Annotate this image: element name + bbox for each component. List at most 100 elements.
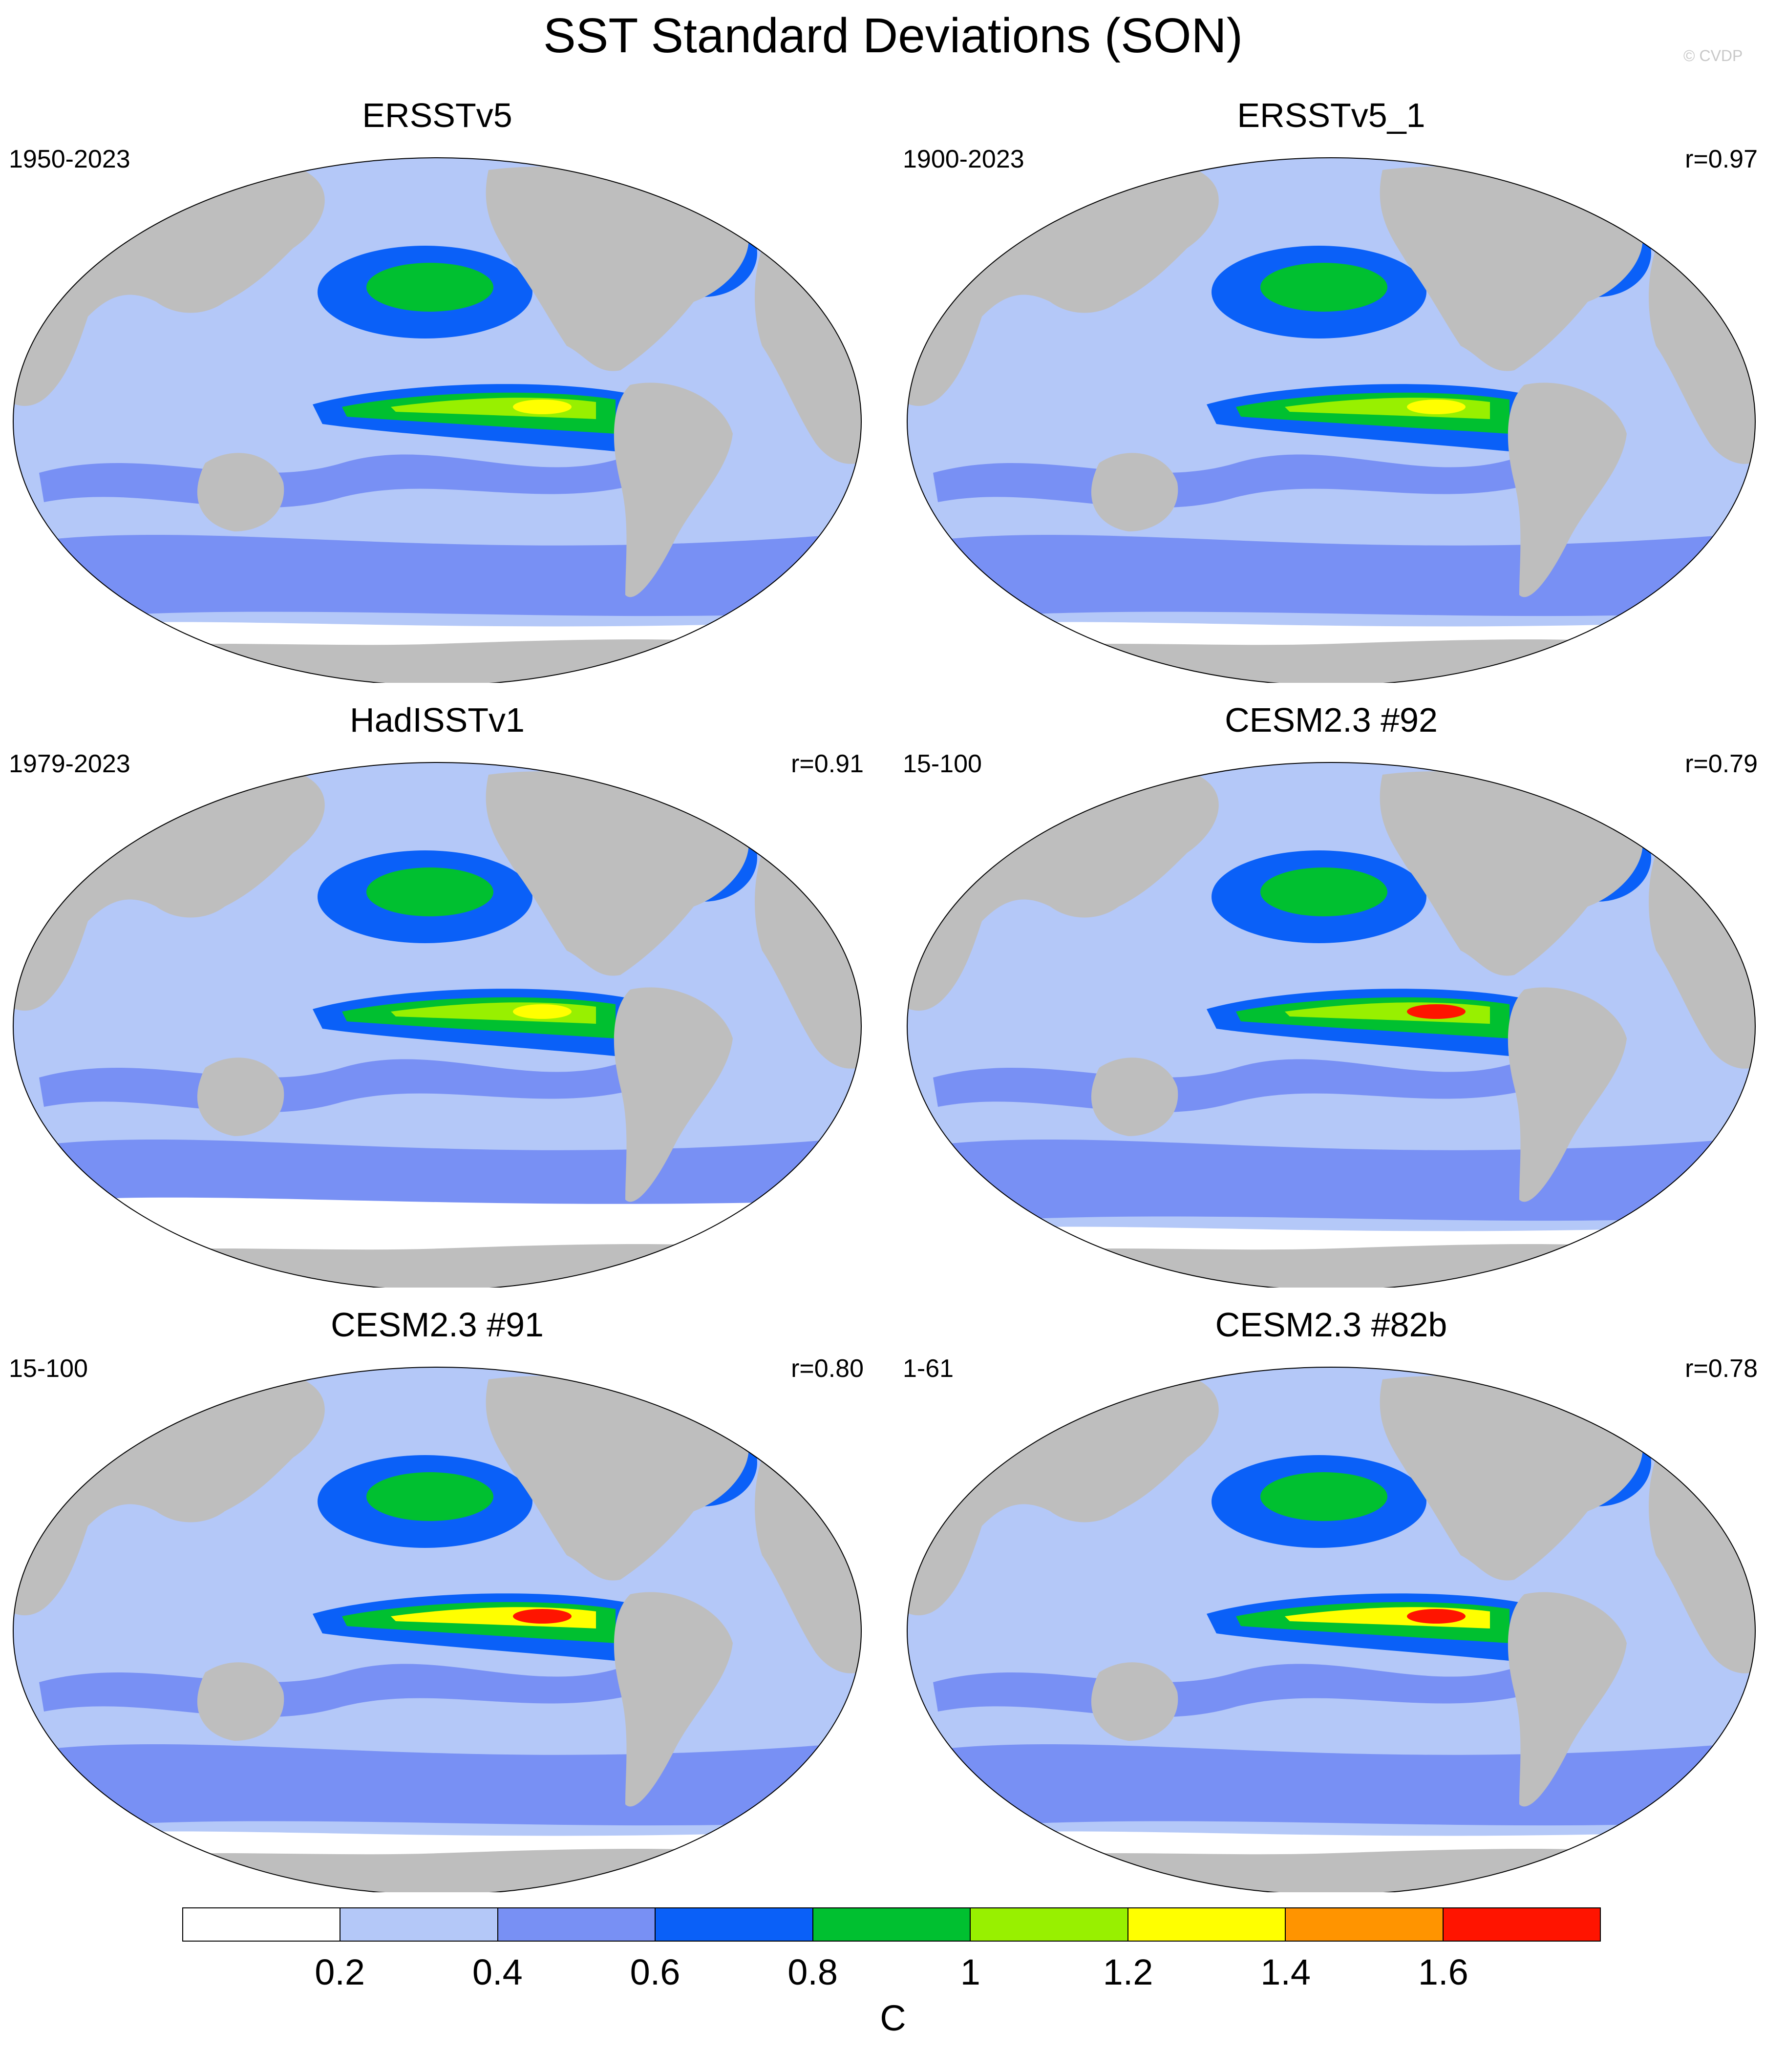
australia-land: [1091, 1662, 1178, 1741]
indian-ocean-band: [933, 453, 1539, 508]
south-america-land: [1508, 382, 1627, 597]
world-map: [907, 157, 1756, 683]
colorbar-swatch: [1286, 1908, 1444, 1941]
north-pacific-core: [1260, 1472, 1387, 1521]
enso-tongue-peak: [1407, 1609, 1466, 1624]
panel-correlation: r=0.91: [791, 750, 864, 778]
map-outline: [907, 1367, 1756, 1892]
map-panel-3: HadISSTv1 1979-2023 r=0.91: [0, 605, 874, 1288]
colorbar-swatch: [1128, 1908, 1286, 1941]
indian-ocean-band: [39, 1058, 645, 1113]
enso-tongue-peak: [513, 400, 572, 414]
panel-title: CESM2.3 #92: [1225, 701, 1438, 739]
north-pacific-core: [1260, 263, 1387, 312]
colorbar-tick-label: 0.2: [315, 1952, 365, 1992]
greenland-land: [722, 1369, 803, 1426]
north-america-land: [1380, 167, 1643, 371]
colorbar: [182, 1907, 1601, 1942]
australia-land: [197, 1662, 284, 1741]
south-america-land: [1508, 987, 1627, 1202]
indian-ocean-band: [933, 1663, 1539, 1717]
panel-title: HadISSTv1: [350, 701, 525, 739]
colorbar-tick-label: 0.4: [472, 1952, 523, 1992]
colorbar-swatch: [340, 1908, 498, 1941]
southern-ocean-band: [13, 1741, 861, 1834]
north-pacific-core: [366, 1472, 493, 1521]
north-pacific-core: [366, 867, 493, 916]
map-outline: [907, 157, 1756, 683]
panel-period: 1900-2023: [903, 145, 1024, 173]
world-map: [13, 762, 862, 1288]
panel-title: CESM2.3 #82b: [1215, 1306, 1447, 1344]
panel-period: 1979-2023: [9, 750, 130, 778]
australia-land: [1091, 453, 1178, 531]
world-map: [13, 157, 862, 683]
north-america-land: [1380, 771, 1643, 976]
south-america-land: [614, 987, 733, 1202]
map-panel-1: ERSSTv5 1950-2023: [0, 0, 874, 683]
panel-correlation: r=0.97: [1685, 145, 1758, 173]
map-outline: [13, 1367, 862, 1892]
australia-land: [197, 1057, 284, 1136]
southern-ocean-band: [907, 1741, 1755, 1834]
north-america-land: [486, 167, 749, 371]
antarctica-land: [13, 1849, 861, 1892]
indian-ocean-band: [933, 1058, 1539, 1113]
south-america-land: [1508, 1592, 1627, 1807]
colorbar-swatch: [1443, 1908, 1600, 1941]
panel-title: ERSSTv5_1: [1237, 96, 1425, 134]
colorbar-unit: C: [880, 1998, 906, 2038]
enso-tongue-peak: [1407, 1004, 1466, 1019]
enso-tongue-peak: [513, 1004, 572, 1019]
indian-ocean-band: [39, 453, 645, 508]
indian-ocean-band: [39, 1663, 645, 1717]
panel-correlation: r=0.80: [791, 1354, 864, 1383]
colorbar-tick-label: 0.6: [630, 1952, 680, 1992]
colorbar-tick-label: 1: [960, 1952, 980, 1992]
map-outline: [907, 762, 1756, 1288]
map-panel-4: CESM2.3 #92 15-100 r=0.79: [894, 605, 1768, 1288]
north-pacific-core: [1260, 867, 1387, 916]
map-panel-2: ERSSTv5_1 1900-2023 r=0.97: [894, 0, 1768, 683]
north-america-land: [1380, 1376, 1643, 1581]
colorbar-swatch: [656, 1908, 813, 1941]
greenland-land: [1616, 159, 1697, 217]
panel-title: ERSSTv5: [362, 96, 512, 134]
colorbar-tick-label: 0.8: [787, 1952, 838, 1992]
panel-period: 1950-2023: [9, 145, 130, 173]
antarctica-land: [907, 1849, 1755, 1892]
enso-tongue-peak: [513, 1609, 572, 1624]
colorbar-tick-label: 1.4: [1260, 1952, 1311, 1992]
world-map: [907, 762, 1756, 1288]
world-map: [13, 1367, 862, 1892]
panel-period: 1-61: [903, 1354, 954, 1383]
colorbar-swatch: [498, 1908, 656, 1941]
map-outline: [13, 157, 862, 683]
panel-period: 15-100: [9, 1354, 88, 1383]
panel-period: 15-100: [903, 750, 982, 778]
south-america-land: [614, 382, 733, 597]
panel-correlation: r=0.79: [1685, 750, 1758, 778]
greenland-land: [722, 159, 803, 217]
world-map: [907, 1367, 1756, 1892]
enso-tongue-peak: [1407, 400, 1466, 414]
greenland-land: [722, 764, 803, 822]
south-america-land: [614, 1592, 733, 1807]
panel-correlation: r=0.78: [1685, 1354, 1758, 1383]
colorbar-tick-label: 1.6: [1418, 1952, 1468, 1992]
colorbar-tick-label: 1.2: [1103, 1952, 1153, 1992]
watermark: © CVDP: [1683, 47, 1743, 64]
colorbar-swatch: [183, 1908, 341, 1941]
panel-title: CESM2.3 #91: [331, 1306, 544, 1344]
map-panel-5: CESM2.3 #91 15-100 r=0.80: [0, 1209, 874, 1892]
north-pacific-core: [366, 263, 493, 312]
australia-land: [197, 453, 284, 531]
colorbar-swatch: [971, 1908, 1128, 1941]
colorbar-swatch: [813, 1908, 971, 1941]
australia-land: [1091, 1057, 1178, 1136]
greenland-land: [1616, 1369, 1697, 1426]
figure-title: SST Standard Deviations (SON): [543, 8, 1243, 63]
map-outline: [13, 762, 862, 1288]
north-america-land: [486, 1376, 749, 1581]
map-panel-6: CESM2.3 #82b 1-61 r=0.78: [894, 1209, 1768, 1892]
